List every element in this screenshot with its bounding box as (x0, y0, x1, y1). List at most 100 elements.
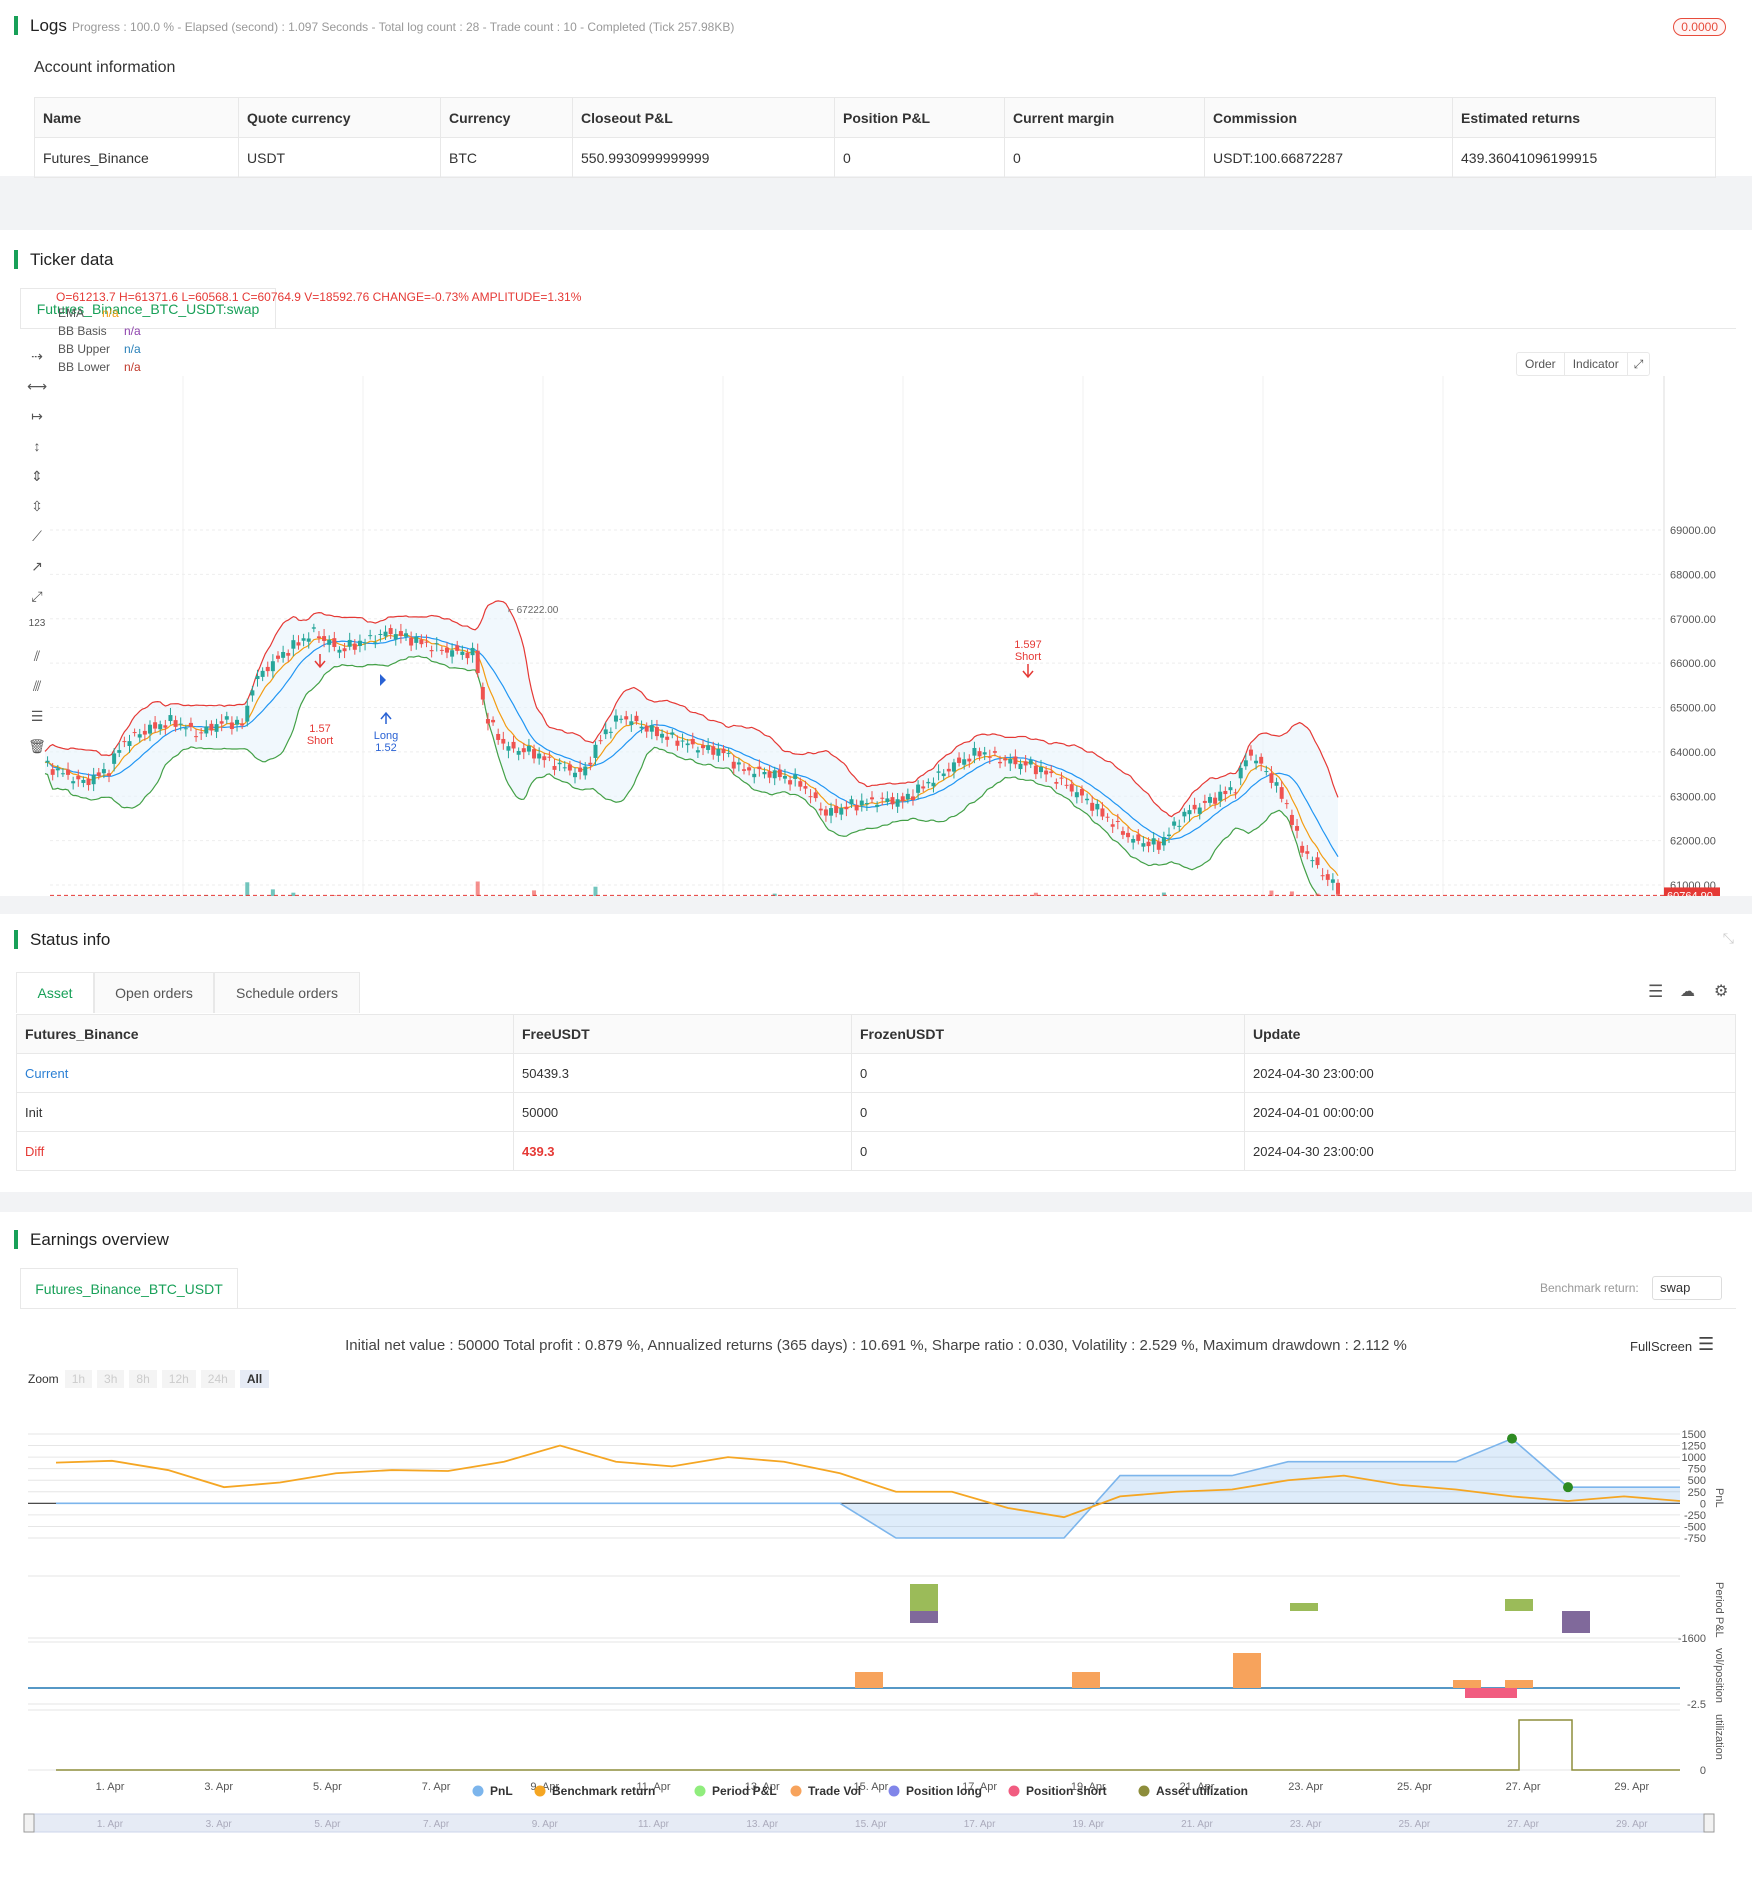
vertical-ray-tool-icon[interactable]: ⇳ (31, 498, 43, 514)
zoom-24h[interactable]: 24h (200, 1370, 235, 1388)
candle-body (127, 741, 132, 746)
current-update: 2024-04-30 23:00:00 (1244, 1053, 1736, 1093)
tab-asset[interactable]: Asset (16, 972, 94, 1013)
earnings-chart[interactable]: 1500125010007505002500-250-500-750PnL-16… (0, 1398, 1752, 1868)
candle-body (864, 803, 869, 805)
volume-bar (332, 895, 337, 896)
col-update: Update (1244, 1014, 1736, 1054)
pnl-marker (1563, 1482, 1573, 1493)
indicator-button[interactable]: Indicator (1565, 353, 1628, 375)
tab-schedule-orders[interactable]: Schedule orders (214, 972, 360, 1013)
candle-body (1105, 816, 1110, 818)
zoom-all[interactable]: All (239, 1370, 270, 1388)
candle-body (649, 725, 654, 732)
candle-body (690, 738, 695, 745)
volume-bar (1161, 892, 1166, 896)
ray-line-tool-icon[interactable]: ↗ (31, 558, 43, 574)
candle-body (521, 748, 526, 753)
fib-tool-icon[interactable]: ⫻ (32, 678, 42, 694)
pnl-tick-label: -500 (1684, 1521, 1706, 1533)
candle-body (808, 796, 813, 798)
collapse-icon[interactable]: ⤡ (1722, 930, 1734, 946)
candle-body (685, 743, 690, 746)
candle-body (270, 661, 275, 672)
candle-body (383, 631, 388, 637)
candle-body (188, 722, 193, 727)
earnings-panel: Earnings overview Futures_Binance_BTC_US… (0, 1212, 1752, 1890)
candle-body (388, 628, 393, 635)
cell-name: Futures_Binance (34, 137, 239, 178)
candle-body (158, 724, 163, 730)
candle-body (470, 647, 475, 656)
col-currency: Currency (440, 97, 573, 138)
candle-body (1233, 792, 1238, 794)
volume-bar (1289, 891, 1294, 896)
tab-ticker-symbol[interactable]: Futures_Binance_BTC_USDT:swap (20, 288, 276, 329)
init-free: 50000 (513, 1092, 852, 1132)
volume-bar (593, 886, 598, 896)
legend-marker-icon (1008, 1785, 1020, 1797)
period-tick-label: -1600 (1678, 1633, 1706, 1645)
candle-body (977, 751, 982, 757)
volume-bar (1033, 892, 1038, 896)
trend-line-tool-icon[interactable]: ⟋ (32, 528, 42, 544)
benchmark-select[interactable]: swap (1652, 1276, 1722, 1300)
trade-vol-bar (1072, 1672, 1100, 1688)
vertical-line-tool-icon[interactable]: ↕ (33, 438, 41, 454)
fib-levels-tool-icon[interactable]: ☰ (30, 708, 44, 724)
price-line-tool-icon[interactable]: 123 (28, 618, 46, 629)
fullscreen-button[interactable]: FullScreen (1630, 1339, 1693, 1354)
zoom-3h[interactable]: 3h (97, 1370, 125, 1388)
candle-body (537, 753, 542, 759)
col-estimated-returns: Estimated returns (1452, 97, 1716, 138)
volume-bar (1336, 887, 1340, 896)
horizontal-ray-tool-icon[interactable]: ↦ (31, 408, 43, 424)
vertical-segment-tool-icon[interactable]: ⇕ (31, 468, 43, 484)
candle-body (844, 806, 849, 810)
horizontal-line-tool-icon[interactable]: ⟷ (26, 378, 48, 394)
zoom-12h[interactable]: 12h (161, 1370, 196, 1388)
zoom-1h[interactable]: 1h (64, 1370, 93, 1388)
candle-body (1018, 763, 1023, 770)
candle-body (1264, 771, 1269, 773)
parallel-channel-tool-icon[interactable]: ⫽ (33, 648, 41, 664)
short-arrow-icon (1022, 664, 1034, 679)
candle-body (265, 666, 270, 672)
gear-icon[interactable]: ⚙ (1714, 983, 1729, 1000)
tab-earnings-symbol[interactable]: Futures_Binance_BTC_USDT (20, 1268, 238, 1309)
candle-body (1325, 874, 1330, 880)
candle-body (660, 733, 665, 738)
candle-body (634, 715, 639, 722)
candle-body (460, 651, 465, 655)
legend-item: Benchmark return (552, 1784, 655, 1798)
crosshair-tool-icon[interactable]: ⇢ (31, 348, 43, 364)
legend-marker-icon (1138, 1785, 1150, 1797)
cloud-download-icon[interactable]: ☁ (1680, 983, 1695, 1000)
expand-icon[interactable]: ⤢ (1633, 357, 1644, 371)
legend-bb-basis: BB Basis n/a (58, 324, 141, 338)
candlestick-chart[interactable]: 69000.00 68000.00 67000.00 66000.00 65000.00… (0, 336, 1752, 896)
order-button[interactable]: Order (1517, 353, 1565, 375)
x-tick-label: 25. Apr (1397, 1781, 1432, 1793)
navigator-tick-label: 17. Apr (964, 1819, 996, 1830)
table-row: Current 50439.3 0 2024-04-30 23:00:00 (16, 1053, 1736, 1093)
candle-body (112, 753, 117, 764)
candle-body (55, 768, 60, 771)
y-tick-label: 63000.00 (1670, 791, 1716, 803)
delete-drawings-icon[interactable]: 🗑 (28, 738, 46, 754)
last-price-label: 60764.90 (1667, 890, 1713, 896)
menu-icon[interactable]: ☰ (1698, 1334, 1715, 1354)
segment-tool-icon[interactable]: ⤢ (31, 588, 43, 604)
candle-body (147, 724, 152, 734)
candle-body (1049, 771, 1054, 774)
candle-body (603, 729, 608, 735)
list-view-icon[interactable]: ☰ (1648, 982, 1664, 1001)
candle-body (1289, 814, 1294, 825)
candle-body (194, 736, 199, 738)
cell-commission: USDT:100.66872287 (1204, 137, 1453, 178)
candle-body (972, 747, 977, 756)
candle-body (183, 728, 188, 730)
zoom-8h[interactable]: 8h (129, 1370, 157, 1388)
candle-body (992, 751, 997, 753)
tab-open-orders[interactable]: Open orders (94, 972, 214, 1013)
